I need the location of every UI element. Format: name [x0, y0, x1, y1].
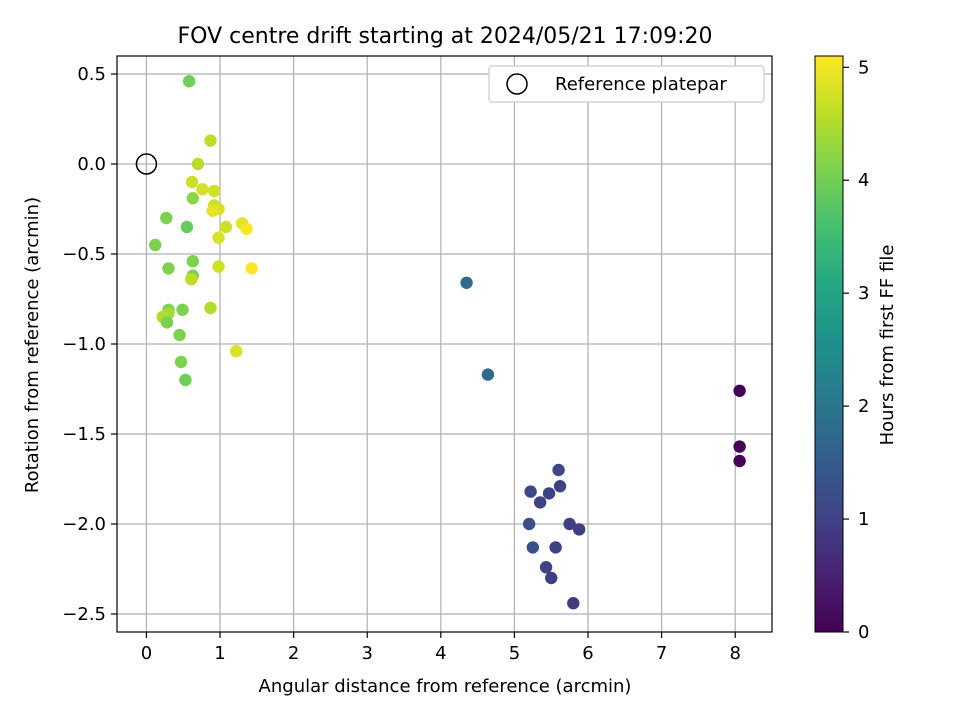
data-point — [179, 373, 192, 387]
data-point — [182, 75, 196, 88]
data-point — [196, 183, 209, 196]
data-point — [526, 541, 540, 554]
colorbar-tick-label: 1 — [858, 509, 869, 530]
data-point — [524, 485, 537, 498]
data-point — [539, 561, 553, 574]
data-point — [204, 301, 217, 315]
x-tick-label: 4 — [435, 643, 446, 664]
colorbar-tick-label: 4 — [858, 170, 869, 191]
data-point — [186, 255, 200, 268]
data-point — [549, 541, 562, 554]
data-point — [160, 316, 174, 329]
colorbar-tick-label: 2 — [858, 396, 869, 417]
data-point — [212, 231, 225, 244]
data-point — [185, 175, 199, 189]
data-point — [204, 134, 217, 147]
y-tick-label: −2.5 — [62, 604, 106, 625]
x-tick-label: 3 — [361, 643, 372, 664]
data-point — [563, 517, 576, 531]
legend-open-circle-icon — [506, 73, 528, 95]
data-point — [180, 220, 194, 234]
data-point — [481, 368, 495, 381]
data-point — [460, 276, 473, 289]
y-tick-label: 0.0 — [77, 154, 106, 175]
x-tick-label: 5 — [509, 643, 520, 664]
y-axis-ticks: 0.5 0.0 −0.5 −1.0 −1.5 −2.0 −2.5 — [62, 64, 117, 625]
x-tick-label: 6 — [582, 643, 593, 664]
data-point — [219, 220, 233, 234]
x-tick-label: 2 — [288, 643, 299, 664]
y-tick-label: −2.0 — [62, 514, 106, 535]
data-point — [542, 487, 556, 500]
data-point — [174, 355, 188, 369]
data-point — [185, 273, 198, 286]
legend-box — [488, 65, 765, 103]
y-tick-label: −1.5 — [62, 424, 106, 445]
data-point — [245, 262, 258, 275]
data-point — [572, 523, 586, 536]
y-tick-label: 0.5 — [77, 64, 106, 85]
x-axis-ticks: 0 1 2 3 4 5 6 7 8 — [141, 632, 741, 664]
y-tick-label: −0.5 — [62, 244, 106, 265]
data-point — [191, 157, 205, 171]
data-point — [522, 517, 536, 531]
legend-label: Reference platepar — [555, 74, 727, 95]
data-point — [212, 260, 225, 273]
data-point — [173, 328, 186, 342]
data-point — [733, 454, 746, 468]
colorbar-tick-label: 3 — [858, 283, 869, 304]
data-point — [545, 571, 558, 585]
reference-platepar-marker — [135, 153, 158, 175]
y-axis-label: Rotation from reference (arcmin) — [22, 197, 43, 493]
legend: Reference platepar — [488, 65, 765, 103]
x-tick-label: 0 — [141, 643, 152, 664]
data-point — [240, 222, 253, 235]
data-point — [160, 211, 173, 225]
x-tick-label: 8 — [729, 643, 740, 664]
data-point — [533, 496, 547, 509]
x-axis-label: Angular distance from reference (arcmin) — [259, 676, 632, 697]
data-point — [162, 262, 175, 275]
data-point — [186, 192, 200, 205]
colorbar-tick-label: 5 — [858, 57, 869, 78]
data-points — [149, 75, 746, 610]
data-point — [733, 384, 746, 397]
data-point — [206, 204, 219, 217]
data-point — [149, 238, 162, 252]
data-point — [230, 345, 243, 358]
data-point — [567, 597, 580, 610]
data-point — [733, 440, 746, 453]
colorbar-tick-label: 0 — [858, 622, 869, 643]
data-point — [552, 463, 565, 477]
chart-title: FOV centre drift starting at 2024/05/21 … — [178, 24, 713, 49]
x-tick-label: 1 — [214, 643, 225, 664]
x-tick-label: 7 — [656, 643, 667, 664]
grid — [117, 56, 772, 632]
data-point — [176, 303, 189, 316]
data-point — [207, 184, 221, 198]
colorbar — [814, 55, 844, 633]
y-tick-label: −1.0 — [62, 334, 106, 355]
colorbar-ticks: 0 1 2 3 4 5 — [843, 57, 869, 643]
colorbar-label: Hours from first FF file — [877, 245, 898, 446]
data-point — [553, 480, 567, 493]
